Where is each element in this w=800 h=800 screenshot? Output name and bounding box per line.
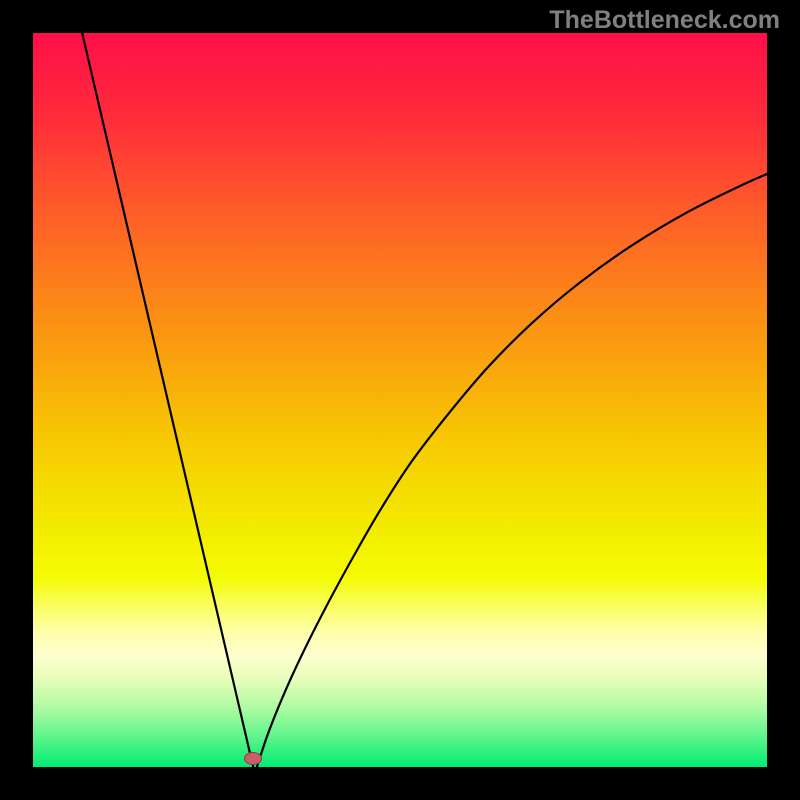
plot-area (33, 33, 767, 767)
chart-container: TheBottleneck.com (0, 0, 800, 800)
watermark-text: TheBottleneck.com (549, 6, 780, 35)
minimum-marker (244, 752, 262, 765)
bottleneck-curve (33, 33, 767, 767)
curve-path (82, 33, 767, 767)
